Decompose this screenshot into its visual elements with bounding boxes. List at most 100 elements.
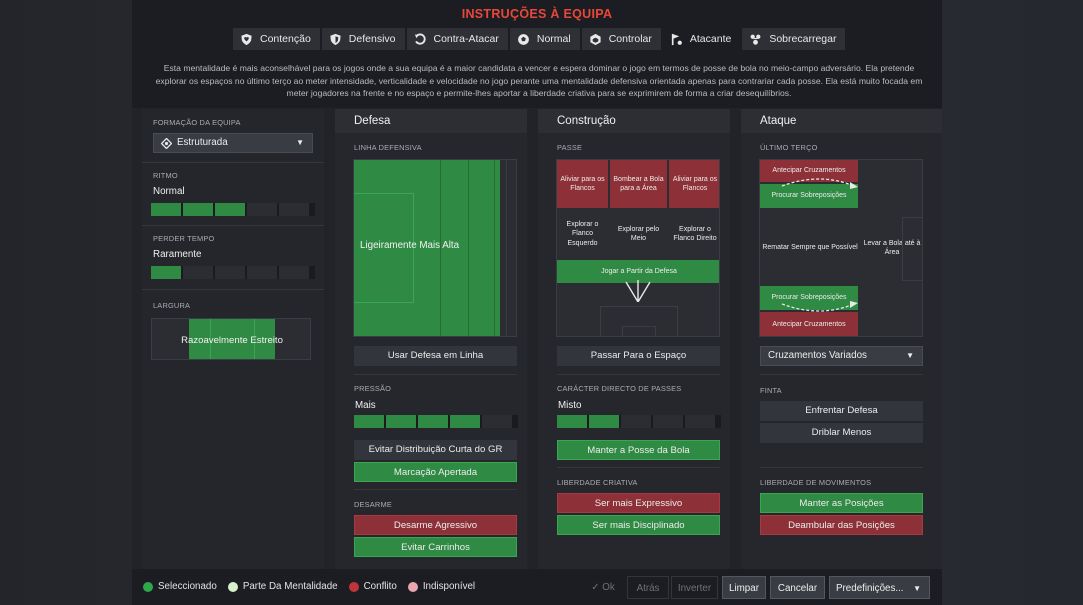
shield-icon — [330, 33, 341, 45]
get-stuck-in-button[interactable]: Desarme Agressivo — [354, 515, 517, 535]
width-pitch-selector[interactable]: Razoavelmente Estreito — [151, 318, 311, 360]
clear-button[interactable]: Limpar — [722, 576, 766, 599]
pass-option-right-flank[interactable]: Aliviar para os Flancos — [669, 160, 719, 208]
pass-direction-arrows — [625, 280, 651, 302]
attack-heading: Ataque — [741, 109, 942, 133]
tab-label: Sobrecarregar — [769, 33, 837, 45]
shoot-on-sight-cell[interactable]: Rematar Sempre que Possível — [762, 244, 858, 252]
pass-option-exploit-right[interactable]: Explorar o Flanco Direito — [673, 225, 717, 243]
early-cross-top-cell[interactable]: Antecipar Cruzamentos — [760, 160, 858, 182]
formation-dropdown[interactable]: Estruturada ▼ — [153, 133, 313, 153]
final-third-pitch-selector[interactable]: Antecipar Cruzamentos Procurar Sobreposi… — [759, 159, 923, 337]
pressing-slider[interactable] — [354, 415, 518, 428]
chevron-down-icon: ▼ — [913, 584, 921, 593]
formation-diamond-icon — [161, 138, 172, 149]
tab-label: Controlar — [608, 33, 652, 45]
early-cross-bottom-cell[interactable]: Antecipar Cruzamentos — [760, 312, 858, 336]
divider — [557, 467, 720, 468]
defence-heading: Defesa — [335, 109, 527, 133]
directness-segment — [621, 415, 651, 428]
legend-item-selected: Seleccionado — [143, 581, 217, 592]
prevent-gk-distribution-button[interactable]: Evitar Distribuição Curta do GR — [354, 440, 517, 460]
back-button[interactable]: Atrás — [627, 576, 669, 599]
tempo-segment — [279, 203, 309, 216]
dialog-header: INSTRUÇÕES À EQUIPA Contenção Defensivo … — [132, 0, 942, 108]
width-label: LARGURA — [153, 301, 191, 310]
team-settings-panel: FORMAÇÃO DA EQUIPA Estruturada ▼ RITMO N… — [142, 109, 324, 569]
timewasting-segment — [151, 266, 181, 279]
tab-mentality-controlar[interactable]: Controlar — [581, 28, 661, 50]
dribbling-label: FINTA — [760, 386, 782, 395]
work-ball-into-box-cell[interactable]: Levar a Bola até à Área — [863, 239, 921, 257]
be-more-disciplined-button[interactable]: Ser mais Disciplinado — [557, 515, 720, 535]
tab-mentality-contra-atacar[interactable]: Contra-Atacar — [406, 28, 508, 50]
offside-trap-button[interactable]: Usar Defesa em Linha — [354, 346, 517, 366]
pressing-segment — [482, 415, 512, 428]
pass-option-long-ball[interactable]: Bombear a Bola para a Área — [610, 160, 667, 208]
stay-on-feet-button[interactable]: Evitar Carrinhos — [354, 537, 517, 557]
cancel-button[interactable]: Cancelar — [770, 576, 825, 599]
directness-slider[interactable] — [557, 415, 721, 428]
invert-button[interactable]: Inverter — [671, 576, 718, 599]
ok-button[interactable]: ✓ Ok — [584, 576, 622, 599]
red-dot-icon — [348, 581, 359, 592]
tab-mentality-normal[interactable]: Normal — [509, 28, 580, 50]
chevron-down-icon: ▼ — [296, 138, 304, 147]
tempo-slider[interactable] — [151, 203, 315, 216]
light-green-dot-icon — [227, 581, 238, 592]
pitch-line — [494, 160, 495, 336]
dribble-less-button[interactable]: Driblar Menos — [760, 423, 923, 443]
dialog-title: INSTRUÇÕES À EQUIPA — [461, 7, 613, 21]
pitch-line — [440, 160, 441, 336]
team-instructions-dialog: INSTRUÇÕES À EQUIPA Contenção Defensivo … — [132, 0, 942, 605]
directness-segment — [653, 415, 683, 428]
timewasting-slider[interactable] — [151, 266, 315, 279]
tab-mentality-defensivo[interactable]: Defensivo — [321, 28, 405, 50]
pass-option-exploit-middle[interactable]: Explorar pelo Meio — [617, 225, 660, 243]
pass-option-play-out[interactable]: Jogar a Partir da Defesa — [557, 260, 719, 283]
crossing-dropdown[interactable]: Cruzamentos Variados ▼ — [760, 346, 923, 366]
tab-label: Contra-Atacar — [433, 33, 499, 45]
hold-position-button[interactable]: Manter as Posições — [760, 493, 923, 513]
ball-icon — [517, 33, 529, 45]
shield-heart-icon — [241, 33, 252, 45]
penalty-box — [354, 193, 414, 303]
defensive-line-label: LINHA DEFENSIVA — [354, 143, 422, 152]
roam-from-positions-button[interactable]: Deambular das Posições — [760, 515, 923, 535]
width-value: Razoavelmente Estreito — [181, 334, 283, 346]
be-more-expressive-button[interactable]: Ser mais Expressivo — [557, 493, 720, 513]
divider — [354, 374, 517, 375]
tab-label: Atacante — [689, 33, 732, 45]
legend-item-mentality: Parte Da Mentalidade — [227, 581, 338, 592]
overlap-bottom-cell[interactable]: Procurar Sobreposições — [760, 286, 858, 310]
presets-dropdown[interactable]: Predefinições... ▼ — [829, 576, 930, 599]
tighter-marking-button[interactable]: Marcação Apertada — [354, 462, 517, 482]
pass-option-left-flank[interactable]: Aliviar para os Flancos — [557, 160, 608, 208]
overlap-top-cell[interactable]: Procurar Sobreposições — [760, 184, 858, 208]
defensive-line-selector[interactable]: Ligeiramente Mais Alta — [353, 159, 517, 337]
tempo-segment — [183, 203, 213, 216]
divider — [354, 489, 517, 490]
pressing-segment — [386, 415, 416, 428]
timewasting-segment — [215, 266, 245, 279]
formation-value: Estruturada — [177, 137, 228, 148]
tempo-segment — [247, 203, 277, 216]
penalty-box — [600, 306, 678, 336]
retain-possession-button[interactable]: Manter a Posse da Bola — [557, 440, 720, 460]
defensive-line-value: Ligeiramente Mais Alta — [360, 240, 460, 251]
legend-item-conflict: Conflito — [348, 581, 397, 592]
legend-label: Conflito — [363, 581, 397, 592]
tab-mentality-sobrecarregar[interactable]: Sobrecarregar — [742, 28, 846, 50]
directness-label: CARÁCTER DIRECTO DE PASSES — [557, 384, 682, 393]
passing-pitch-selector[interactable]: Aliviar para os Flancos Bombear a Bola p… — [556, 159, 720, 337]
pressing-segment — [354, 415, 384, 428]
ok-label: Ok — [602, 582, 615, 593]
run-at-defence-button[interactable]: Enfrentar Defesa — [760, 401, 923, 421]
pitch-line — [210, 319, 211, 359]
pass-into-space-button[interactable]: Passar Para o Espaço — [557, 346, 720, 366]
tab-mentality-contencao[interactable]: Contenção — [233, 28, 320, 50]
tab-mentality-atacante[interactable]: Atacante — [662, 28, 741, 50]
pass-option-exploit-left[interactable]: Explorar o Flanco Esquerdo — [566, 220, 599, 247]
timewasting-value: Raramente — [153, 249, 202, 260]
tempo-segment — [215, 203, 245, 216]
